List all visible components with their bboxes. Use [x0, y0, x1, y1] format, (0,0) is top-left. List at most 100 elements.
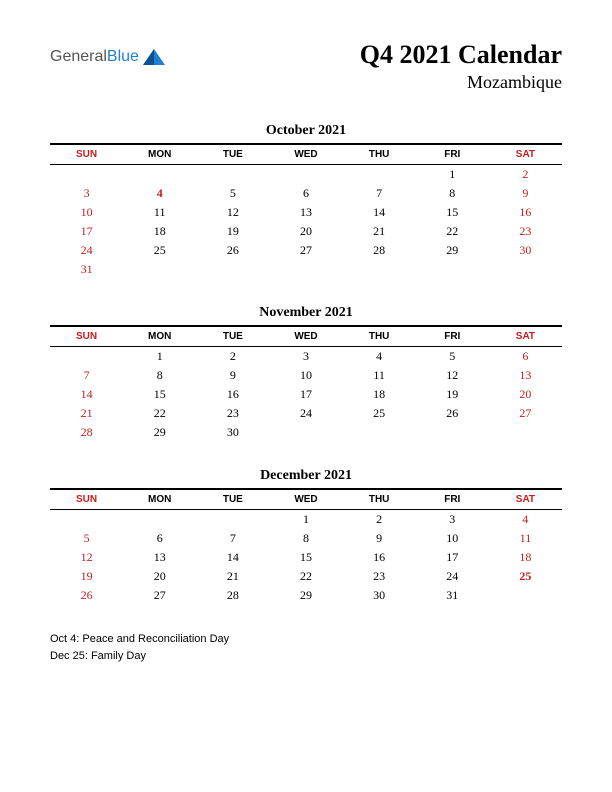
calendar-row: 21222324252627	[50, 404, 562, 423]
calendar-cell: 3	[269, 347, 342, 367]
calendar-cell: 1	[416, 165, 489, 185]
calendar-cell: 26	[50, 586, 123, 605]
calendar-cell	[123, 260, 196, 279]
calendar-row: 123456	[50, 347, 562, 367]
calendar-cell: 25	[489, 567, 562, 586]
calendar-cell: 11	[123, 203, 196, 222]
calendar-row: 19202122232425	[50, 567, 562, 586]
day-header: MON	[123, 326, 196, 347]
calendar-cell: 19	[416, 385, 489, 404]
day-header: SAT	[489, 489, 562, 510]
calendar-cell	[50, 347, 123, 367]
calendar-cell: 23	[196, 404, 269, 423]
month-title: December 2021	[50, 468, 562, 484]
calendar-row: 262728293031	[50, 586, 562, 605]
calendar-row: 567891011	[50, 529, 562, 548]
logo-triangle-icon	[143, 49, 165, 65]
calendar-row: 1234	[50, 510, 562, 530]
calendar-cell: 8	[416, 184, 489, 203]
calendar-row: 12	[50, 165, 562, 185]
calendar-cell: 4	[123, 184, 196, 203]
calendar-cell: 21	[196, 567, 269, 586]
calendar-cell: 29	[416, 241, 489, 260]
calendar-cell: 2	[343, 510, 416, 530]
calendar-cell	[196, 510, 269, 530]
day-header: THU	[343, 489, 416, 510]
calendar-cell: 24	[50, 241, 123, 260]
page-subtitle: Mozambique	[360, 72, 562, 93]
calendar-cell: 12	[196, 203, 269, 222]
calendar-cell: 12	[416, 366, 489, 385]
calendar-cell: 21	[50, 404, 123, 423]
calendar-cell: 15	[416, 203, 489, 222]
header-titles: Q4 2021 Calendar Mozambique	[360, 40, 562, 93]
calendar-cell	[416, 260, 489, 279]
calendar-cell: 10	[269, 366, 342, 385]
calendar-cell: 28	[196, 586, 269, 605]
calendar-cell: 24	[416, 567, 489, 586]
calendar-cell: 16	[196, 385, 269, 404]
day-header: SUN	[50, 144, 123, 165]
calendar-cell: 26	[416, 404, 489, 423]
calendar-cell: 16	[489, 203, 562, 222]
calendar-cell: 22	[416, 222, 489, 241]
calendar-cell: 13	[269, 203, 342, 222]
calendar-cell: 3	[50, 184, 123, 203]
calendar-cell: 20	[123, 567, 196, 586]
calendar-cell	[123, 165, 196, 185]
calendar-cell: 23	[489, 222, 562, 241]
calendar-cell: 31	[50, 260, 123, 279]
calendar-row: 78910111213	[50, 366, 562, 385]
calendar-cell: 30	[343, 586, 416, 605]
calendar-cell: 17	[50, 222, 123, 241]
calendar-cell: 1	[123, 347, 196, 367]
calendar-row: 3456789	[50, 184, 562, 203]
calendar-cell: 4	[343, 347, 416, 367]
calendar-cell: 11	[343, 366, 416, 385]
calendar-cell: 9	[196, 366, 269, 385]
calendar-cell: 14	[343, 203, 416, 222]
calendar-cell: 16	[343, 548, 416, 567]
calendar-cell: 19	[196, 222, 269, 241]
calendar-cell	[489, 260, 562, 279]
day-header: FRI	[416, 326, 489, 347]
day-header: SAT	[489, 326, 562, 347]
calendar-cell: 7	[50, 366, 123, 385]
day-header: WED	[269, 489, 342, 510]
calendar-cell: 13	[123, 548, 196, 567]
months-container: October 2021SUNMONTUEWEDTHUFRISAT1234567…	[50, 123, 562, 605]
logo-text-1: General	[50, 48, 107, 65]
calendar-cell: 11	[489, 529, 562, 548]
calendar-cell: 31	[416, 586, 489, 605]
calendar-cell	[489, 423, 562, 442]
calendar-cell: 13	[489, 366, 562, 385]
calendar-cell: 5	[196, 184, 269, 203]
day-header: SUN	[50, 489, 123, 510]
calendar-cell: 22	[123, 404, 196, 423]
calendar-cell: 8	[123, 366, 196, 385]
calendar-cell: 22	[269, 567, 342, 586]
calendar-cell: 18	[123, 222, 196, 241]
calendar-row: 31	[50, 260, 562, 279]
calendar-row: 12131415161718	[50, 548, 562, 567]
calendar-cell: 17	[269, 385, 342, 404]
day-header: WED	[269, 326, 342, 347]
calendar-cell: 29	[269, 586, 342, 605]
calendar-cell	[269, 260, 342, 279]
calendar-cell: 28	[343, 241, 416, 260]
calendar-row: 10111213141516	[50, 203, 562, 222]
calendar-cell: 18	[489, 548, 562, 567]
calendar-cell: 27	[269, 241, 342, 260]
calendar-cell: 30	[196, 423, 269, 442]
calendar-cell	[50, 510, 123, 530]
calendar-cell: 24	[269, 404, 342, 423]
calendar-cell: 20	[269, 222, 342, 241]
calendar-cell: 17	[416, 548, 489, 567]
calendar-cell	[123, 510, 196, 530]
calendar-cell: 18	[343, 385, 416, 404]
holiday-note: Oct 4: Peace and Reconciliation Day	[50, 631, 562, 648]
month-block: November 2021SUNMONTUEWEDTHUFRISAT123456…	[50, 305, 562, 442]
calendar-cell	[343, 260, 416, 279]
day-header: TUE	[196, 144, 269, 165]
calendar-cell: 2	[196, 347, 269, 367]
